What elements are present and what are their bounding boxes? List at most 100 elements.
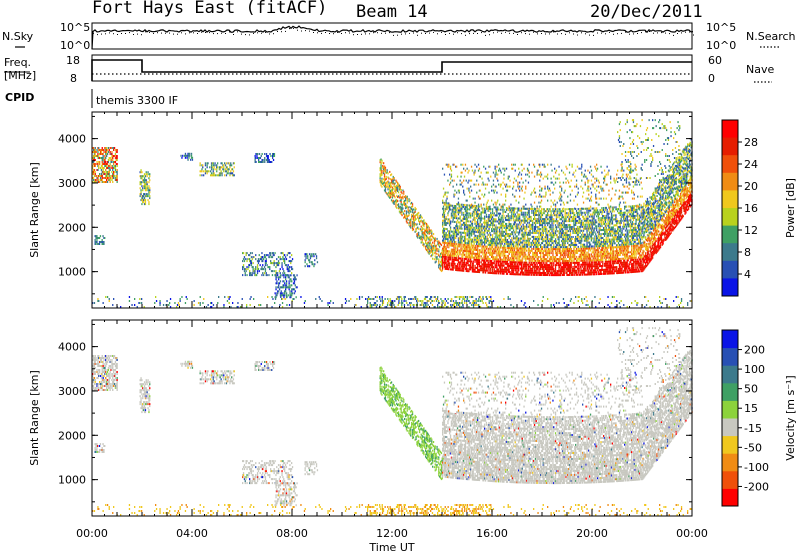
noise-search-dot [429,33,430,34]
power-cell [244,256,245,258]
power-cell [367,300,368,302]
power-cell [100,167,101,169]
power-cell [312,263,313,265]
power-cell [284,292,285,294]
beam-label: Beam 14 [356,2,428,22]
power-cell [140,169,141,171]
power-cell [282,268,283,270]
power-cell [312,255,313,257]
power-cell [455,300,456,302]
power-cell [243,266,244,268]
power-cell [144,177,145,179]
power-cell [293,298,294,300]
power-cell [252,252,253,254]
power-cell [249,258,250,260]
power-cell [140,183,141,185]
power-cell [327,304,328,306]
power-cell [180,155,181,157]
power-cell [223,170,224,172]
noise-search-dot [205,32,206,33]
power-cell [387,298,388,300]
power-cell [93,161,94,163]
power-cell [95,147,96,149]
power-cell [467,298,468,300]
power-cell [103,149,104,151]
power-cell [191,155,192,157]
power-cell [262,260,263,262]
noise-search-dot [153,33,154,34]
power-cell [105,296,106,298]
power-cell [107,149,108,151]
power-cell [142,189,143,191]
power-cell [268,274,269,276]
power-cell [96,241,97,243]
noise-search-dot [525,33,526,34]
noise-search-dot [629,34,630,35]
power-cell [262,256,263,258]
power-cell [282,252,283,254]
power-cell [117,151,118,153]
power-cell [261,274,262,276]
power-cell [187,298,188,300]
power-cell [285,290,286,292]
power-cell [247,268,248,270]
power-cell [375,296,376,298]
power-cell [246,268,247,270]
noise-search-dot [537,33,538,34]
power-cell [404,300,405,302]
power-cell [623,304,624,306]
power-cell [107,175,108,177]
power-cell [146,179,147,181]
noise-search-dot [657,32,658,33]
noise-search-dot [645,31,646,32]
power-cell [228,170,229,172]
power-cell [676,296,677,298]
power-cell [107,163,108,165]
power-cell [394,300,395,302]
power-cell [95,149,96,151]
power-cell [269,153,270,155]
power-cell [147,185,148,187]
power-cell [663,298,664,300]
power-cell [264,159,265,161]
noise-search-dot [409,33,410,34]
power-cell [272,256,273,258]
power-cell [418,300,419,302]
power-cell [427,296,428,298]
power-cell [141,298,142,300]
power-cell [370,304,371,306]
power-cell [305,265,306,267]
power-cell [104,159,105,161]
power-cell [249,254,250,256]
power-cell [205,168,206,170]
noise-search-dot [197,33,198,34]
power-cell [223,166,224,168]
power-cell [110,175,111,177]
power-cell [257,270,258,272]
power-cell [93,177,94,179]
power-cell [447,302,448,304]
power-cell [289,304,290,306]
power-cell [253,256,254,258]
power-cell [103,155,104,157]
power-cell [284,262,285,264]
noise-search-dot [529,34,530,35]
power-cell [268,155,269,157]
power-cell [446,300,447,302]
power-cell [436,298,437,300]
power-cell [147,187,148,189]
station-title: Fort Hays East (fitACF) [92,0,327,18]
power-cell [234,174,235,176]
power-cell [250,304,251,306]
power-cell [103,167,104,169]
power-cell [279,282,280,284]
power-cell [365,298,366,300]
power-cell [407,304,408,306]
power-cell [291,254,292,256]
power-cell [233,170,234,172]
power-cell [264,266,265,268]
power-cell [230,170,231,172]
power-cell [444,304,445,306]
noise-search-dot [621,33,622,34]
power-cell [103,177,104,179]
